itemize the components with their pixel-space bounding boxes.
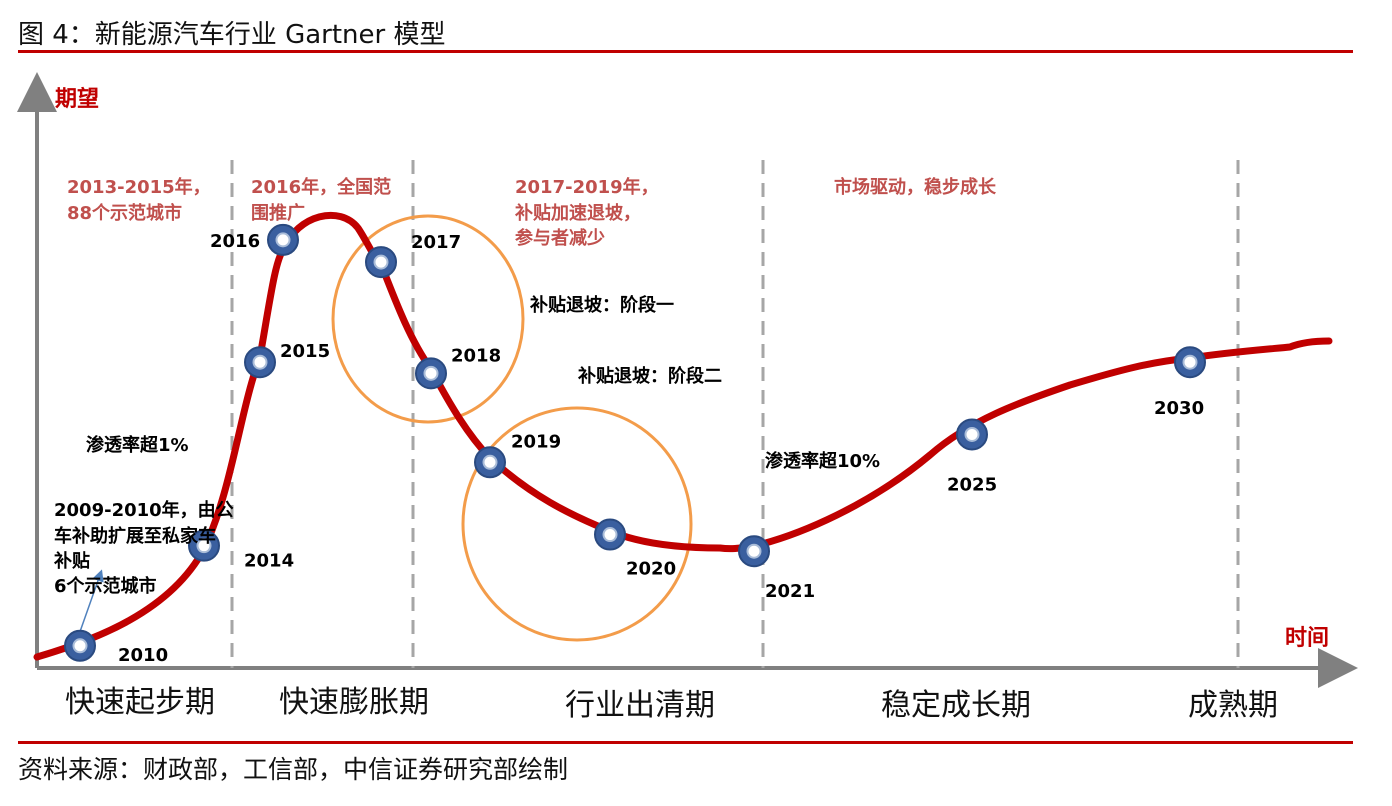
subsidy-stage2-circle bbox=[461, 406, 693, 642]
phase-note: 补贴加速退坡， bbox=[514, 202, 641, 224]
subsidy-stage1-circle bbox=[331, 214, 525, 424]
source-rule bbox=[18, 741, 1353, 744]
year-label: 2015 bbox=[280, 341, 330, 362]
year-labels: 2010 2014 2015 2016 2017 2018 2019 2020 2021 2025… bbox=[118, 231, 1204, 666]
year-label: 2025 bbox=[947, 474, 997, 495]
phase-note: 2016年，全国范 bbox=[251, 176, 391, 198]
year-marker-center bbox=[373, 254, 389, 270]
year-label: 2018 bbox=[451, 345, 501, 366]
early-note: 补贴 bbox=[53, 550, 90, 572]
phase-label: 稳定成长期 bbox=[881, 688, 1031, 723]
y-axis-label: 期望 bbox=[55, 87, 99, 112]
phase-note: 围推广 bbox=[251, 202, 305, 224]
year-marker-center bbox=[602, 527, 618, 543]
year-label: 2017 bbox=[411, 232, 461, 253]
penetration-10-label: 渗透率超10% bbox=[765, 450, 880, 472]
x-axis-label: 时间 bbox=[1285, 626, 1329, 651]
year-marker-center bbox=[275, 232, 291, 248]
early-note: 车补助扩展至私家车 bbox=[54, 525, 216, 547]
phase-note: 2017-2019年， bbox=[515, 176, 659, 198]
year-label: 2010 bbox=[118, 645, 168, 666]
year-marker-center bbox=[252, 354, 268, 370]
year-markers bbox=[64, 223, 1206, 662]
phase-label: 行业出清期 bbox=[565, 688, 715, 723]
year-label: 2020 bbox=[626, 559, 676, 580]
year-label: 2019 bbox=[511, 431, 561, 452]
year-marker-center bbox=[196, 538, 212, 554]
early-note: 6个示范城市 bbox=[54, 575, 157, 597]
phase-note: 市场驱动，稳步成长 bbox=[834, 176, 997, 198]
year-marker-center bbox=[746, 543, 762, 559]
early-note: 2009-2010年，由公 bbox=[54, 499, 234, 521]
figure-title: 图 4：新能源汽车行业 Gartner 模型 bbox=[18, 20, 446, 50]
title-rule bbox=[18, 50, 1353, 53]
year-label: 2014 bbox=[244, 551, 294, 572]
year-marker-center bbox=[482, 454, 498, 470]
source-note: 资料来源：财政部，工信部，中信证券研究部绘制 bbox=[18, 755, 569, 784]
phase-label: 快速起步期 bbox=[65, 685, 215, 720]
year-marker-center bbox=[1182, 354, 1198, 370]
year-marker-center bbox=[72, 638, 88, 654]
year-marker-center bbox=[423, 365, 439, 381]
subsidy-stage2-label: 补贴退坡：阶段二 bbox=[577, 365, 722, 387]
year-marker-center bbox=[964, 426, 980, 442]
phase-note: 88个示范城市 bbox=[67, 202, 182, 224]
phase-note: 参与者减少 bbox=[515, 227, 605, 249]
subsidy-stage1-label: 补贴退坡：阶段一 bbox=[529, 294, 674, 316]
penetration-1-label: 渗透率超1% bbox=[86, 434, 189, 456]
phase-label: 成熟期 bbox=[1188, 688, 1278, 723]
phase-note: 2013-2015年， bbox=[67, 176, 211, 198]
year-label: 2030 bbox=[1154, 398, 1204, 419]
year-label: 2016 bbox=[210, 231, 260, 252]
phase-label: 快速膨胀期 bbox=[279, 685, 429, 720]
year-label: 2021 bbox=[765, 581, 815, 602]
